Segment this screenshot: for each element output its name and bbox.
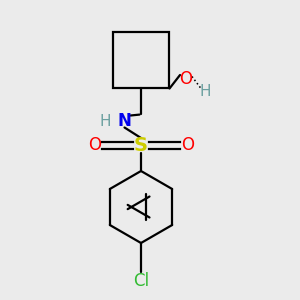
Text: O: O: [179, 70, 193, 88]
Text: O: O: [88, 136, 101, 154]
Text: H: H: [99, 114, 111, 129]
Text: N: N: [118, 112, 131, 130]
Text: Cl: Cl: [133, 272, 149, 290]
Text: H: H: [200, 84, 211, 99]
Text: S: S: [134, 136, 148, 155]
Text: O: O: [181, 136, 194, 154]
